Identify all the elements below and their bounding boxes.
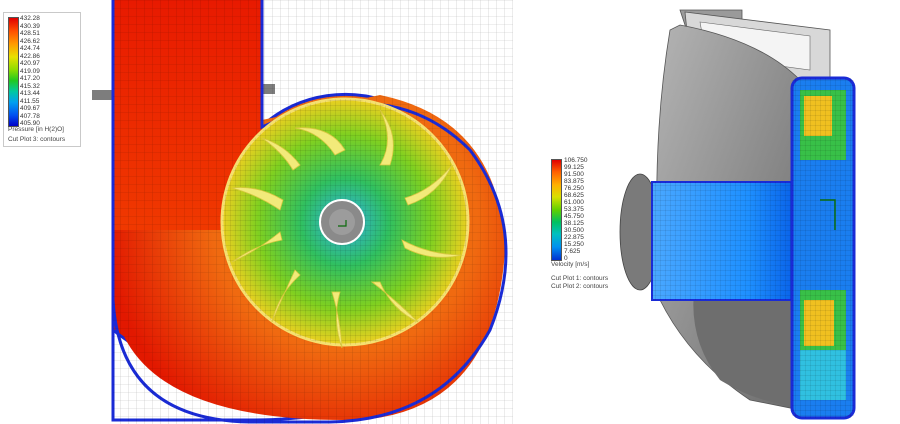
velocity-tick-14: 0 — [564, 255, 568, 262]
velocity-tick-2: 91.500 — [564, 171, 584, 178]
pressure-tick-3: 426.62 — [20, 37, 40, 45]
pressure-tick-5: 422.86 — [20, 52, 40, 60]
pressure-unit-label: Pressure [in H(2)O] — [8, 126, 64, 133]
velocity-tick-10: 30.500 — [564, 227, 584, 234]
impeller — [220, 97, 470, 349]
fan-velocity-plot — [619, 9, 856, 420]
pressure-tick-2: 428.51 — [20, 30, 40, 37]
pressure-tick-10: 413.44 — [20, 90, 40, 97]
velocity-tick-5: 68.625 — [564, 192, 584, 199]
velocity-tick-4: 76.250 — [564, 185, 584, 192]
pressure-tick-7: 419.09 — [20, 67, 40, 75]
pressure-tick-0: 432.28 — [20, 15, 40, 22]
volute-pressure-plot — [92, 0, 513, 424]
velocity-legend: 106.750 99.125 91.500 83.875 76.250 68.625 61.… — [549, 157, 639, 297]
velocity-tick-0: 106.750 — [564, 157, 588, 164]
pressure-tick-13: 407.78 — [20, 112, 40, 120]
pressure-legend: 432.28 430.39 428.51 426.62 424.74 422.86 420.… — [3, 12, 81, 147]
velocity-tick-11: 22.875 — [564, 234, 584, 241]
pressure-tick-11: 411.55 — [20, 97, 40, 105]
velocity-tick-6: 61.000 — [564, 199, 584, 206]
velocity-color-bar — [551, 159, 562, 261]
velocity-tick-13: 7.625 — [564, 248, 581, 255]
pressure-plot-label: Cut Plot 3: contours — [8, 136, 66, 143]
pressure-tick-8: 417.20 — [20, 75, 40, 82]
velocity-plot-label-2: Cut Plot 2: contours — [551, 283, 609, 290]
pressure-color-bar — [8, 17, 19, 127]
pressure-tick-4: 424.74 — [20, 45, 40, 52]
pressure-tick-6: 420.97 — [20, 60, 40, 67]
pressure-tick-14: 405.90 — [20, 120, 40, 127]
velocity-tick-1: 99.125 — [564, 164, 584, 171]
impeller-blades — [231, 109, 463, 349]
pressure-tick-1: 430.39 — [20, 22, 40, 30]
velocity-tick-8: 45.750 — [564, 213, 584, 220]
pressure-tick-12: 409.67 — [20, 105, 40, 112]
velocity-tick-12: 15.250 — [564, 241, 584, 248]
bracket-left — [92, 90, 122, 100]
velocity-tick-9: 38.125 — [564, 220, 584, 227]
velocity-tick-3: 83.875 — [564, 178, 584, 185]
velocity-plot-label-1: Cut Plot 1: contours — [551, 275, 609, 282]
velocity-unit-label: Velocity [m/s] — [551, 261, 590, 268]
pressure-tick-9: 415.32 — [20, 82, 40, 90]
velocity-tick-7: 53.375 — [564, 206, 584, 213]
